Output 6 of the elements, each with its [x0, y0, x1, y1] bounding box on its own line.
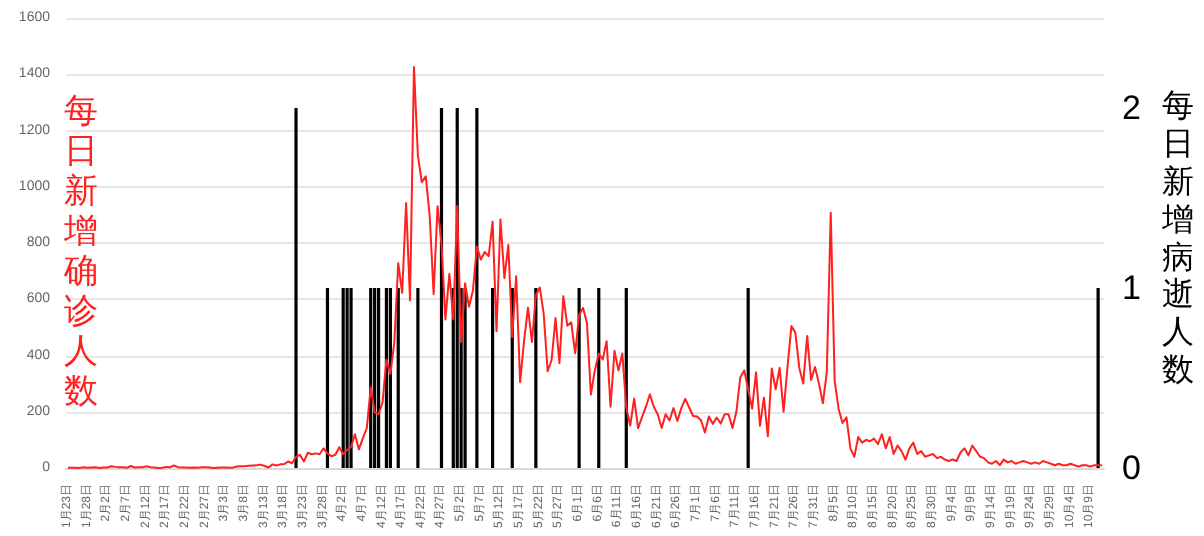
- y2-tick-label: 1: [1122, 269, 1141, 307]
- y-axis-title: 每日新增确诊人数: [64, 92, 98, 413]
- y2-axis-title: 每日新增病逝人数: [1162, 86, 1194, 390]
- y2-tick-label: 0: [1122, 449, 1141, 487]
- y2-tick-label: 2: [1122, 89, 1141, 127]
- line-series: [66, 65, 1104, 469]
